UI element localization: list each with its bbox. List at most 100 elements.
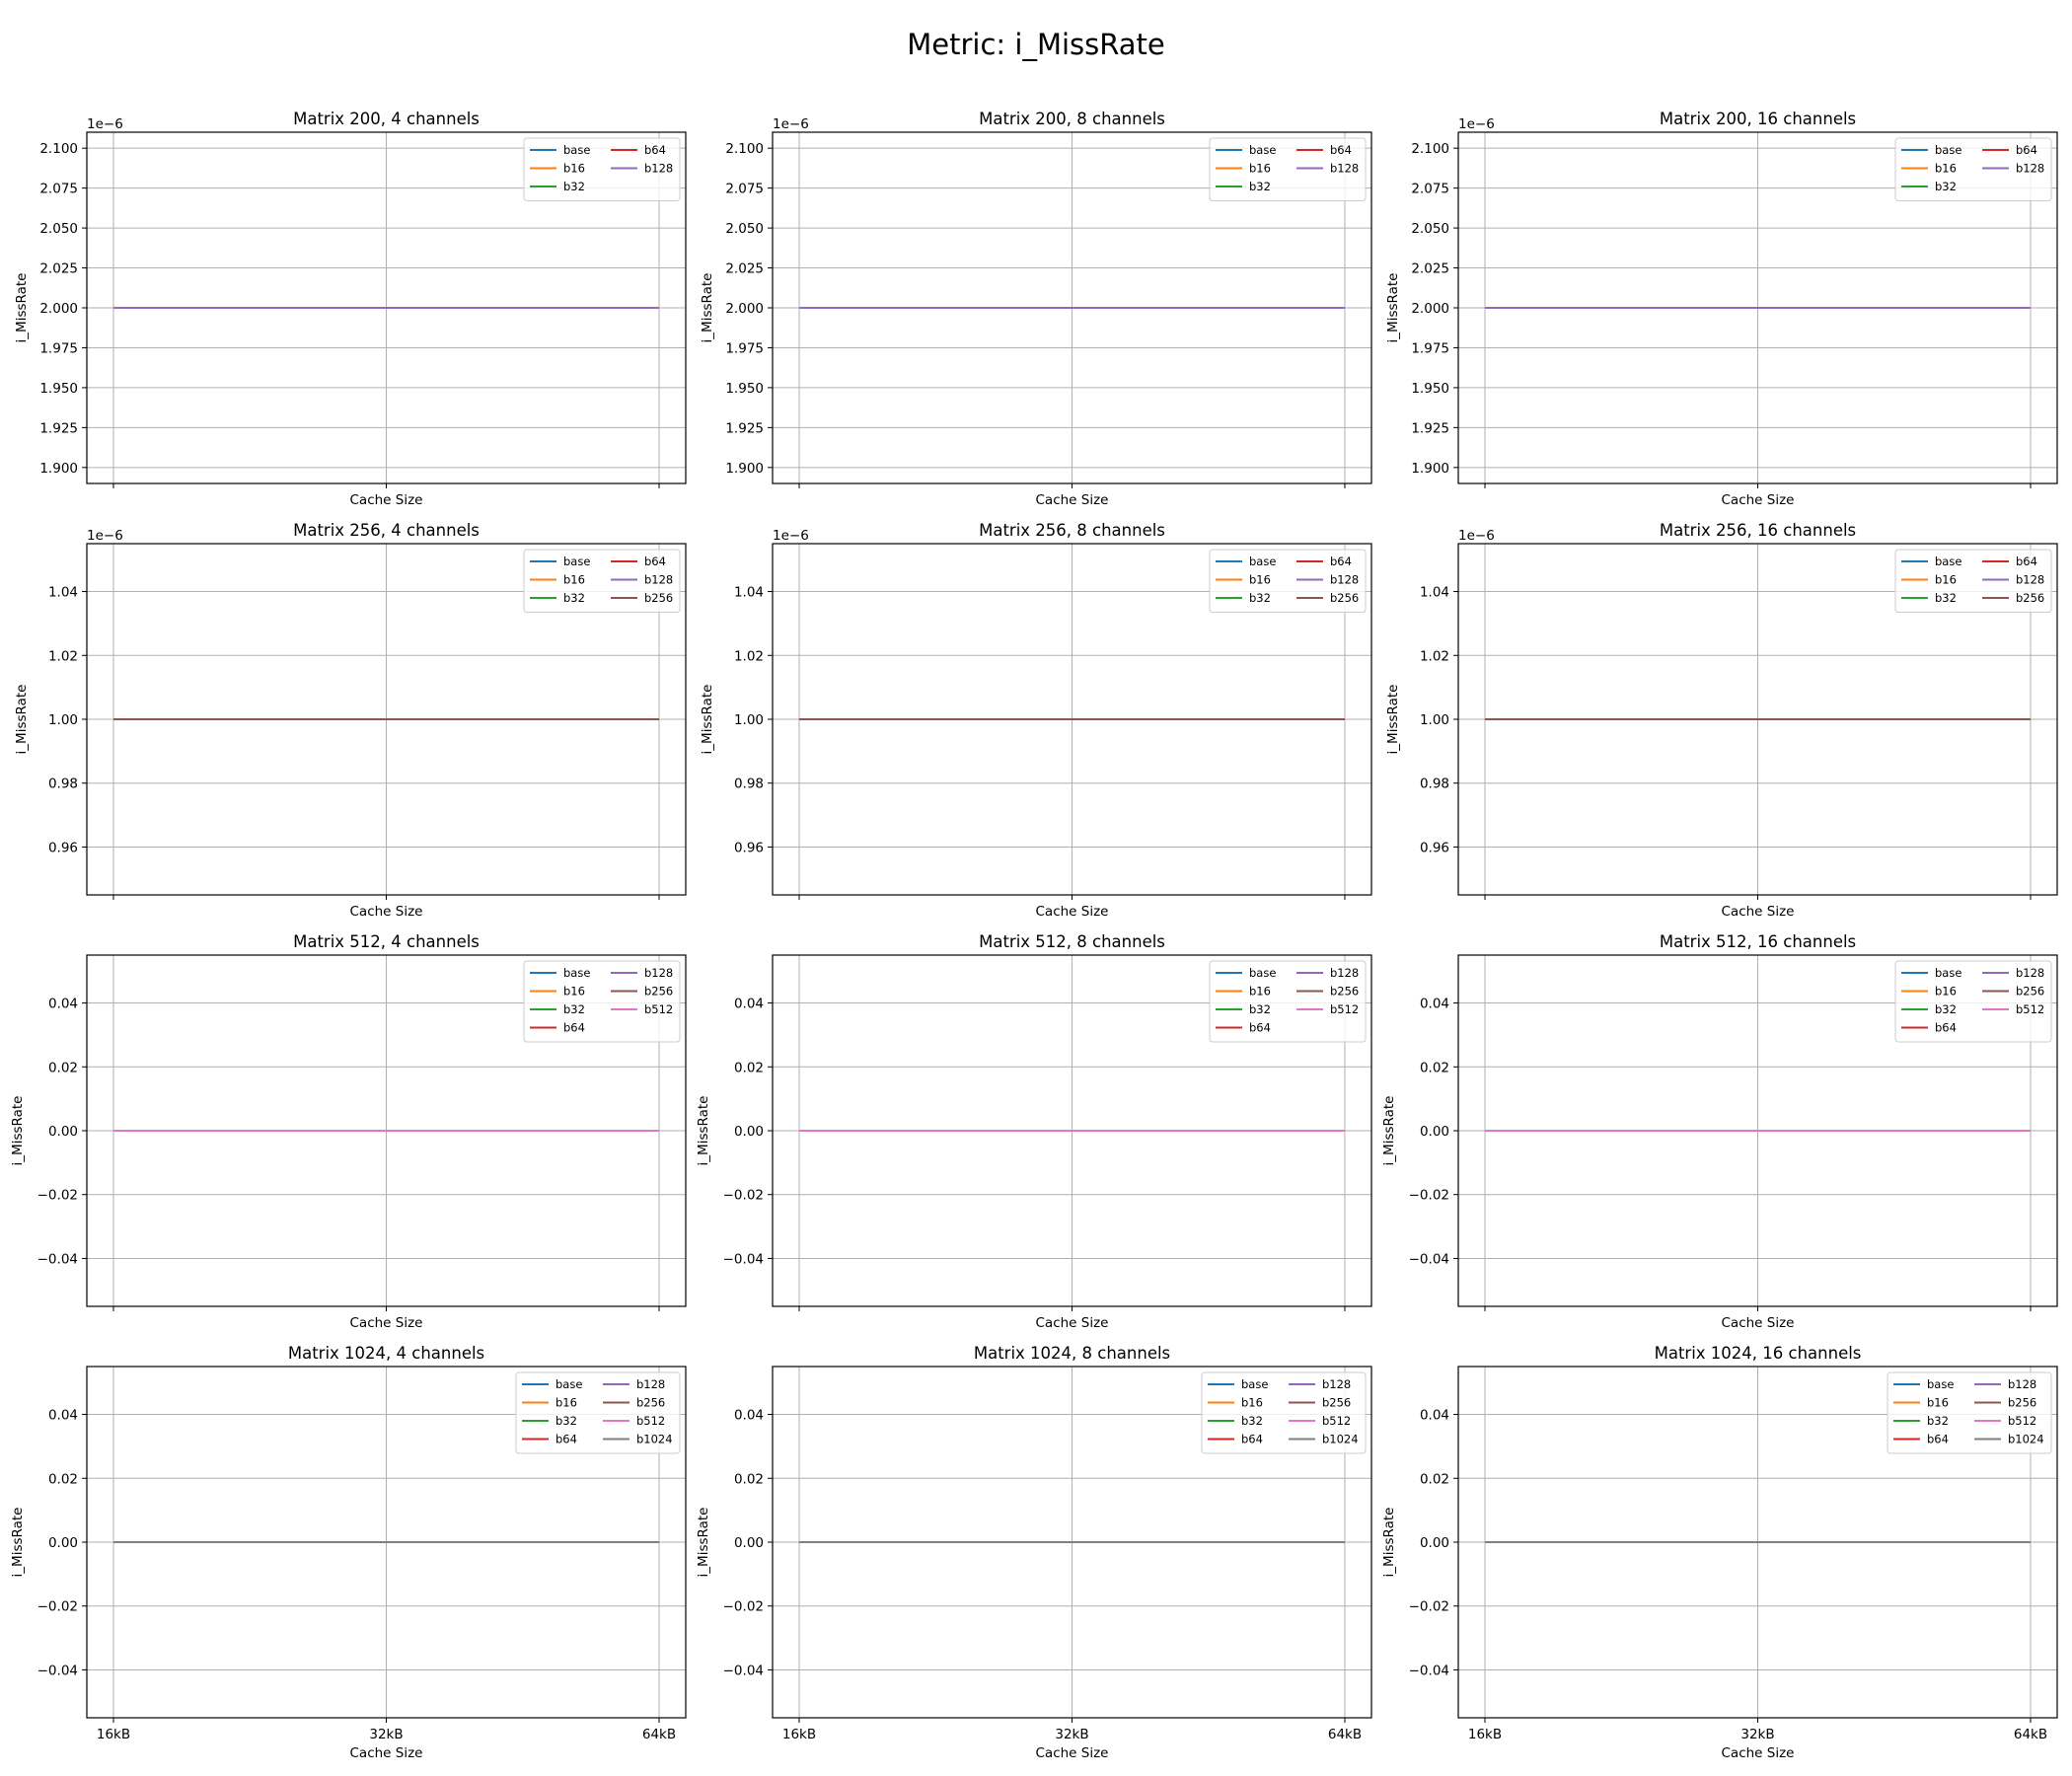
legend-label: b16 [1241,1396,1263,1410]
figure-title: Metric: i_MissRate [907,28,1165,61]
y-tick-label: 0.96 [1420,840,1449,855]
x-tick-label: 64kB [2014,1727,2047,1742]
legend-label: b16 [1249,162,1271,176]
y-tick-label: 0.98 [734,777,764,792]
legend-label: b512 [1330,1002,1359,1016]
y-tick-label: 1.925 [1411,420,1449,436]
y-tick-label: −0.02 [37,1188,78,1204]
y-tick-label: 2.025 [1411,261,1449,277]
legend-label: b32 [1935,1002,1957,1016]
legend-label: b64 [1249,1021,1271,1035]
y-tick-label: 0.96 [48,840,78,855]
y-axis-label: i_MissRate [1381,1508,1397,1578]
axes-frame [772,1366,1372,1719]
subplot-title: Matrix 1024, 16 channels [1655,1344,1862,1363]
axes-frame [772,543,1372,896]
y-offset-label: 1e−6 [773,528,809,544]
y-axis-label: i_MissRate [700,685,715,755]
y-axis-label: i_MissRate [1381,1096,1397,1166]
y-tick-label: 1.02 [1420,648,1449,664]
legend-label: b16 [1935,985,1957,999]
subplot-panel: Matrix 200, 4 channels 2.100 2.075 2.050 2.0… [0,99,691,510]
legend-label: b512 [644,1002,673,1016]
y-tick-label: −0.02 [723,1188,764,1204]
legend-box [1201,1371,1367,1454]
y-tick-label: 2.075 [1411,182,1449,197]
legend-label: b128 [1330,966,1359,980]
axes-frame [772,954,1372,1307]
y-tick-label: 2.050 [39,221,78,237]
y-tick-label: 2.100 [725,141,764,157]
legend-label: b16 [1927,1396,1949,1410]
x-axis-label: Cache Size [350,492,423,508]
y-tick-label: 1.925 [39,420,78,436]
axes-frame [1457,131,2058,484]
axes-frame [1457,954,2058,1307]
y-axis-label: i_MissRate [1385,685,1401,755]
subplot-panel: Matrix 512, 4 channels 0.04 0.02 0.00 −0.02 −… [0,922,691,1333]
subplot-panel: Matrix 256, 8 channels 1.04 1.02 1.00 0.98 0.… [686,510,1376,922]
y-offset-label: 1e−6 [773,116,809,132]
legend-label: b64 [644,555,666,568]
y-tick-label: 1.00 [1420,712,1449,728]
y-tick-label: 0.04 [734,997,764,1012]
y-tick-label: 2.100 [1411,141,1449,157]
legend-label: b256 [636,1396,665,1410]
legend-label: base [1935,143,1961,157]
y-tick-label: −0.04 [37,1251,78,1267]
y-offset-label: 1e−6 [1458,528,1495,544]
y-axis-label: i_MissRate [700,273,715,343]
y-tick-label: −0.04 [1409,1663,1449,1678]
legend-label: base [1249,966,1276,980]
legend-label: b16 [1249,985,1271,999]
legend-box [523,137,681,201]
y-tick-label: 2.025 [725,261,764,277]
subplot-chart: Matrix 1024, 8 channels 0.04 0.02 0.00 −0.02… [696,1344,1372,1761]
axes-frame [86,543,687,896]
y-tick-label: 0.00 [1420,1535,1449,1551]
y-tick-label: −0.04 [723,1663,764,1678]
x-tick-label: 16kB [97,1727,130,1742]
legend: base b16 b32 b64 b128 [1209,137,1367,201]
legend-label: b128 [2016,573,2044,587]
legend-label: b128 [644,162,673,176]
legend: base b16 b32 b64 b128 [523,137,681,201]
legend-label: b256 [644,985,673,999]
legend-label: base [1249,555,1276,568]
subplot-chart: Matrix 256, 4 channels 1.04 1.02 1.00 0.98 0.… [14,521,687,920]
legend-label: base [1927,1377,1954,1391]
legend-label: b512 [2016,1002,2044,1016]
y-tick-label: 1.900 [1411,461,1449,477]
legend-label: b64 [555,1433,577,1446]
y-tick-label: 0.00 [734,1535,764,1551]
y-tick-label: 1.975 [1411,340,1449,356]
legend-label: b512 [2008,1414,2036,1428]
subplot-chart: Matrix 1024, 16 channels 0.04 0.02 0.00 −0.0… [1381,1344,2058,1761]
legend-label: b256 [2016,591,2044,605]
y-tick-label: 0.02 [734,1060,764,1075]
y-tick-label: 1.02 [734,648,764,664]
y-tick-label: 2.075 [39,182,78,197]
axes-frame [1457,1366,2058,1719]
legend-label: b512 [636,1414,665,1428]
x-axis-label: Cache Size [1036,1745,1109,1761]
legend-box [1209,549,1367,613]
y-tick-label: 1.900 [39,461,78,477]
legend-label: b64 [1935,1021,1957,1035]
x-axis-label: Cache Size [1036,492,1109,508]
y-tick-label: 0.98 [1420,777,1449,792]
y-tick-label: 2.000 [1411,301,1449,317]
y-tick-label: 1.900 [725,461,764,477]
legend-label: b128 [2016,966,2044,980]
legend-label: b64 [1330,143,1352,157]
y-offset-label: 1e−6 [87,528,123,544]
legend-label: b128 [1330,162,1359,176]
y-tick-label: 2.000 [39,301,78,317]
y-axis-label: i_MissRate [10,1508,26,1578]
axes-frame [772,131,1372,484]
legend-label: b32 [1935,591,1957,605]
subplot-panel: Matrix 512, 16 channels 0.04 0.02 0.00 −0.02… [1371,922,2062,1333]
y-tick-label: −0.04 [37,1663,78,1678]
subplot-panel: Matrix 256, 16 channels 1.04 1.02 1.00 0.98 0… [1371,510,2062,922]
